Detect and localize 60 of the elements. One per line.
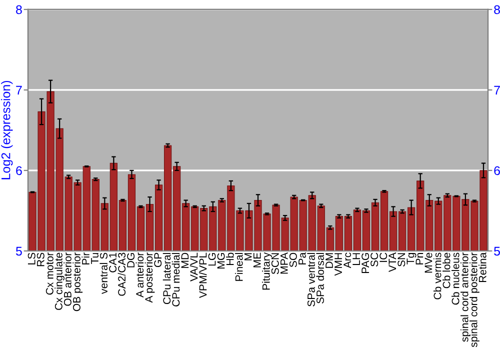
x-tick-label: Arc [344, 252, 352, 268]
x-tick-label: SC [370, 252, 378, 267]
x-tick-label: MG [217, 253, 225, 268]
x-tick-label: ME [253, 252, 261, 268]
x-tick-label: Tu [91, 253, 98, 264]
x-tick-label: CA1 [109, 252, 117, 272]
x-tick-label: DG [127, 253, 135, 268]
x-tick-label: ventral S [100, 252, 108, 294]
x-tick-label: IC [380, 252, 388, 262]
x-tick-label: LS [28, 252, 36, 264]
x-tick-label: Tg [406, 253, 416, 264]
x-tick-label: Pir [82, 252, 90, 264]
x-tick-label: Pituitary [262, 252, 272, 290]
y-tick-label: 8 [16, 5, 22, 14]
x-tick-label: Hb [226, 252, 234, 265]
x-tick-label: LG [208, 253, 216, 266]
y2-tick-label: 8 [494, 5, 500, 14]
x-tick-label: Pa [298, 252, 306, 264]
x-tick-label: CA2/CA3 [118, 252, 126, 296]
x-tick-label: VA/VL [190, 252, 198, 282]
x-tick-label: Retina [478, 252, 486, 282]
x-tick-label: MPA [280, 252, 288, 274]
x-tick-label: DM [326, 253, 333, 268]
y2-tick-label: 6 [494, 166, 500, 176]
y-tick-label: 7 [16, 86, 22, 94]
x-tick-label: CPu lateral [162, 253, 171, 304]
x-tick-label: MD [181, 252, 189, 268]
x-tick-label: spinal cord anterior [460, 252, 470, 342]
x-tick-label: Cb vermis [433, 252, 442, 300]
y-tick-label: 6 [16, 166, 22, 176]
x-tick-label: Cx motor [46, 252, 54, 295]
x-tick-label: spinal cord posterior [470, 252, 480, 348]
x-tick-label: PAG [362, 253, 370, 273]
x-tick-label: Pn [416, 253, 424, 264]
y2-tick-label: 5 [494, 246, 500, 256]
x-tick-label: M [244, 253, 252, 260]
y-axis-title: Log2 (expression) [1, 80, 13, 180]
y2-tick-label: 7 [494, 86, 500, 94]
x-tick-label: VPM/VPL [198, 252, 207, 298]
x-tick-label: GP [154, 252, 162, 268]
x-tick-label: Cx cingulate [54, 252, 64, 310]
x-tick-label: LH [352, 253, 360, 265]
x-tick-label: SCN [271, 253, 279, 274]
x-tick-label: Cb nucleus [452, 252, 460, 305]
x-tick-label: VTA [388, 252, 396, 272]
x-tick-label: MVe [424, 252, 432, 273]
x-tick-label: A anterior [136, 252, 144, 298]
x-tick-label: OB posterior [72, 252, 83, 312]
x-tick-label: SPa ventral [307, 253, 315, 306]
x-tick-label: SN [398, 253, 406, 267]
x-tick-label: A posterior [144, 252, 155, 303]
x-tick-label: Pineal [235, 253, 243, 281]
x-tick-label: VMH [334, 253, 342, 276]
y-tick-label: 5 [16, 246, 22, 256]
x-tick-label: SO [289, 252, 297, 268]
x-tick-label: OB anterior [64, 252, 72, 306]
x-tick-label: CPu medial [172, 253, 180, 306]
x-tick-label: SPa dorsal [316, 253, 324, 304]
x-tick-label: RS [36, 252, 44, 266]
x-tick-label: Cb lobe [442, 252, 450, 288]
